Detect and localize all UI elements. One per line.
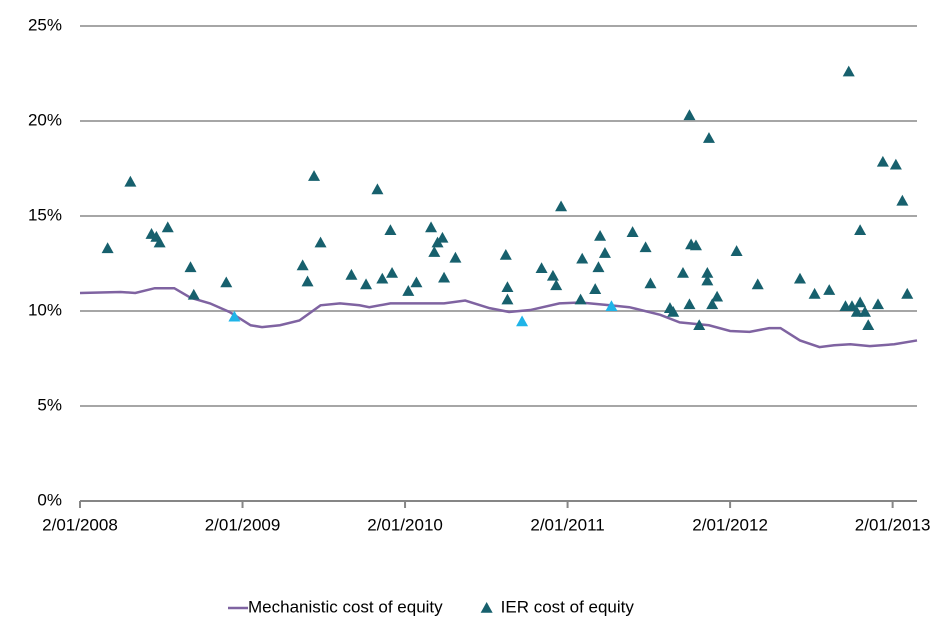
y-tick-label: 20%: [28, 110, 62, 129]
point: [693, 319, 706, 331]
point: [854, 296, 867, 308]
legend-label: IER cost of equity: [501, 597, 635, 616]
point: [808, 287, 821, 299]
y-tick-label: 15%: [28, 205, 62, 224]
point: [574, 293, 587, 305]
point: [589, 283, 602, 294]
point: [594, 229, 607, 241]
point: [546, 269, 559, 281]
x-tick-label: 2/01/2008: [42, 515, 118, 534]
point: [101, 242, 114, 254]
point: [308, 170, 321, 181]
point: [376, 272, 389, 284]
point: [626, 226, 639, 237]
x-tick-label: 2/01/2012: [692, 515, 768, 534]
point: [862, 319, 875, 331]
point: [550, 279, 563, 291]
point: [605, 300, 618, 312]
x-tick-label: 2/01/2010: [367, 515, 443, 534]
legend-swatch: [480, 602, 493, 613]
point: [184, 261, 197, 273]
point: [345, 268, 358, 280]
point: [751, 278, 764, 290]
point: [701, 274, 714, 286]
point: [644, 277, 657, 289]
point: [228, 310, 241, 322]
y-tick-label: 5%: [37, 395, 62, 414]
point: [842, 65, 855, 77]
x-tick-label: 2/01/2011: [530, 515, 604, 534]
point: [535, 262, 548, 274]
point: [124, 175, 137, 187]
point: [676, 267, 689, 278]
point: [730, 245, 743, 256]
point: [402, 285, 415, 296]
point: [438, 271, 451, 283]
point: [683, 109, 696, 121]
point: [449, 251, 462, 263]
point: [301, 275, 314, 287]
point: [384, 224, 397, 236]
point: [592, 261, 605, 273]
point: [689, 239, 702, 251]
point: [296, 259, 309, 271]
legend-label: Mechanistic cost of equity: [248, 597, 443, 616]
point: [701, 267, 714, 278]
point: [425, 221, 438, 233]
point: [901, 287, 914, 299]
point: [153, 236, 166, 248]
point: [360, 278, 373, 290]
y-tick-label: 10%: [28, 300, 62, 319]
point: [501, 281, 514, 293]
point: [823, 284, 836, 295]
point: [314, 236, 327, 248]
point: [436, 231, 449, 243]
point: [516, 315, 529, 327]
point: [410, 276, 423, 288]
point: [706, 298, 719, 310]
point: [896, 194, 909, 206]
point: [793, 272, 806, 284]
point: [854, 224, 867, 236]
y-tick-label: 25%: [28, 15, 62, 34]
point: [386, 267, 399, 278]
line: [79, 286, 918, 349]
point: [499, 248, 512, 260]
point: [876, 155, 889, 167]
point: [187, 288, 200, 300]
point: [702, 132, 715, 143]
point: [555, 200, 568, 212]
point: [858, 305, 871, 317]
x-tick-label: 2/01/2009: [205, 515, 281, 534]
point: [161, 221, 174, 233]
point: [501, 293, 514, 305]
point: [845, 300, 858, 312]
point: [428, 246, 441, 257]
point: [871, 298, 884, 310]
point: [667, 305, 680, 317]
point: [371, 183, 384, 195]
point: [220, 276, 233, 288]
point: [598, 247, 611, 258]
point: [850, 305, 863, 317]
point: [639, 241, 652, 253]
point: [889, 158, 902, 170]
y-tick-label: 0%: [37, 490, 62, 509]
point: [711, 290, 724, 302]
x-tick-label: 2/01/2013: [855, 515, 931, 534]
point: [576, 252, 589, 264]
point: [683, 298, 696, 310]
